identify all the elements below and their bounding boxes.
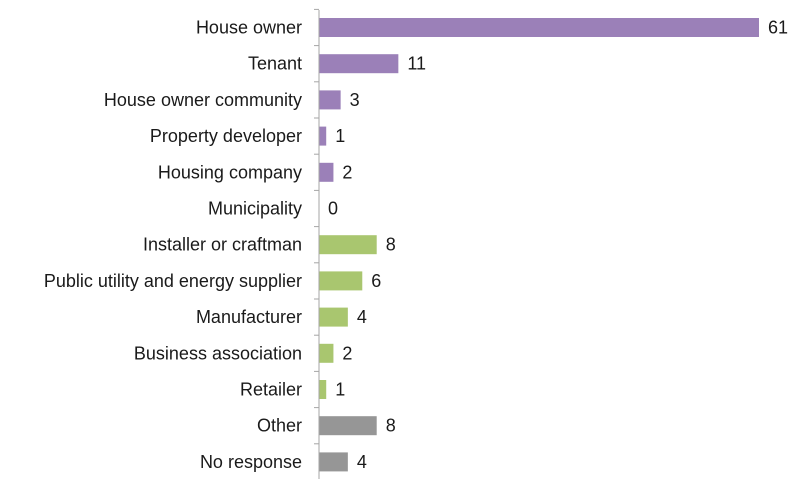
bar-house-owner [319,18,759,37]
bar-manufacturer [319,307,348,327]
category-label-retailer: Retailer [240,380,302,400]
bar-property-developer [319,126,327,146]
bar-business-association [319,343,334,363]
value-label-public-utility-and-energy-supplier: 6 [371,271,381,291]
bar-house-owner-community [319,90,341,110]
value-label-retailer: 1 [335,380,345,400]
value-label-property-developer: 1 [335,126,345,146]
bar-public-utility-and-energy-supplier [319,271,363,291]
category-label-other: Other [257,416,302,436]
bars-group [319,18,759,472]
bar-tenant [319,54,399,74]
value-label-manufacturer: 4 [357,307,367,327]
y-axis [314,8,320,479]
bar-other [319,416,377,436]
value-label-installer-or-craftman: 8 [386,235,396,255]
category-label-property-developer: Property developer [150,126,302,146]
category-label-house-owner: House owner [196,18,302,38]
value-label-house-owner: 61 [768,18,788,38]
value-label-no-response: 4 [357,452,367,472]
category-labels: House owner Tenant House owner community Pr… [44,18,302,472]
category-label-installer-or-craftman: Installer or craftman [143,235,302,255]
value-label-tenant: 11 [407,54,426,74]
category-label-house-owner-community: House owner community [104,90,302,110]
category-label-no-response: No response [200,452,302,472]
category-label-manufacturer: Manufacturer [196,307,302,327]
bar-installer-or-craftman [319,235,377,255]
bar-housing-company [319,162,334,182]
category-label-tenant: Tenant [248,54,302,74]
value-label-other: 8 [386,416,396,436]
category-label-municipality: Municipality [208,199,302,219]
category-label-business-association: Business association [134,343,302,363]
bar-no-response [319,452,348,472]
category-label-housing-company: Housing company [158,162,302,182]
value-label-housing-company: 2 [342,162,352,182]
category-label-public-utility-and-energy-supplier: Public utility and energy supplier [44,271,302,291]
value-label-house-owner-community: 3 [350,90,360,110]
bar-retailer [319,380,327,399]
value-label-municipality: 0 [328,199,338,219]
value-label-business-association: 2 [342,343,352,363]
